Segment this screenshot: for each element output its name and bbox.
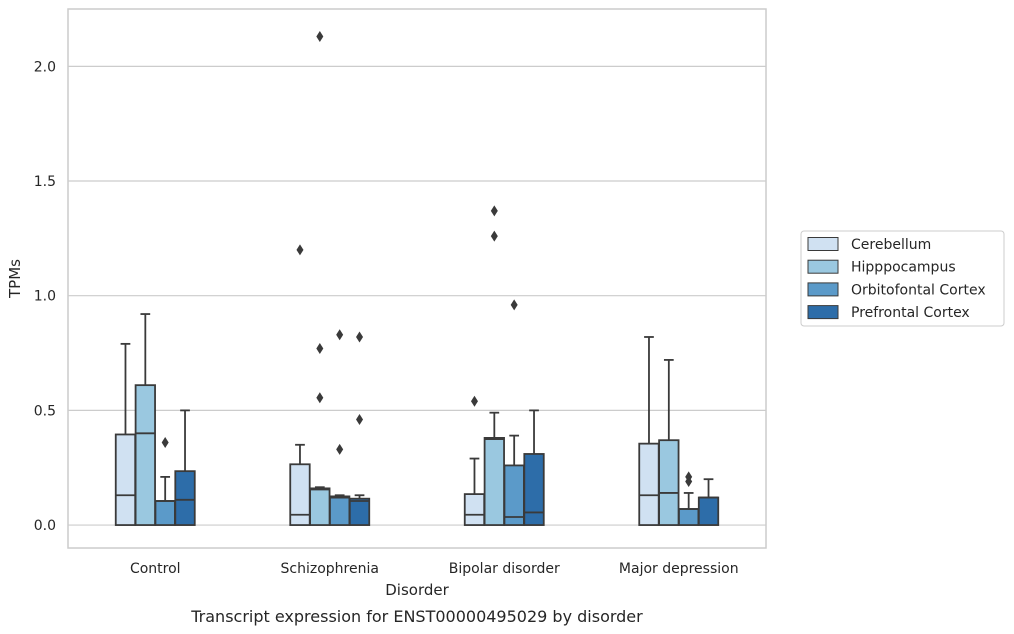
box-body <box>134 384 156 526</box>
y-tick-label: 0.0 <box>34 518 56 534</box>
outlier-point <box>316 31 324 43</box>
box-prefrontal-cortex-2 <box>523 409 545 526</box>
y-tick-label: 1.0 <box>34 289 56 305</box>
box-body <box>174 470 196 526</box>
box-orbitofontal-cortex-3 <box>678 471 700 526</box>
box-body <box>483 437 505 526</box>
x-tick-label: Schizophrenia <box>281 561 379 577</box>
box-hipppocampus-1 <box>309 31 331 526</box>
outlier-point <box>356 331 364 343</box>
box-cerebellum-1 <box>289 244 311 526</box>
y-tick-label: 0.5 <box>34 403 56 419</box>
box-body <box>523 453 545 526</box>
box-body <box>289 463 311 526</box>
box-body <box>503 464 525 526</box>
outlier-point <box>296 244 304 256</box>
outlier-point <box>316 392 324 404</box>
box-hipppocampus-2 <box>483 205 505 526</box>
outlier-point <box>490 205 498 217</box>
box-hipppocampus-0 <box>134 313 156 526</box>
y-axis-ticks: 0.0 0.5 1.0 1.5 2.0 <box>34 59 56 534</box>
legend-label: Orbitofontal Cortex <box>851 282 986 298</box>
outlier-point <box>685 475 693 487</box>
box-body <box>329 495 351 526</box>
y-axis-label: TPMs <box>6 259 24 299</box>
x-tick-label: Control <box>130 561 181 577</box>
box-body <box>463 493 486 526</box>
box-orbitofontal-cortex-1 <box>329 329 351 526</box>
outlier-point <box>161 436 169 448</box>
outlier-point <box>336 329 344 341</box>
x-axis-ticks: Control Schizophrenia Bipolar disorder Majo… <box>130 561 739 577</box>
box-body <box>154 500 176 526</box>
legend-swatch-hipppocampus <box>807 259 839 274</box>
outlier-point <box>470 395 478 407</box>
outlier-point <box>490 230 498 242</box>
box-body <box>309 487 331 526</box>
x-tick-label: Major depression <box>619 561 739 577</box>
x-axis-label: Disorder <box>385 581 449 599</box>
legend: Cerebellum Hipppocampus Orbitofontal Corte… <box>800 230 1005 327</box>
outlier-point <box>510 299 518 311</box>
legend-label: Hipppocampus <box>851 260 956 276</box>
box-body <box>678 508 700 526</box>
box-cerebellum-2 <box>463 395 486 526</box>
box-prefrontal-cortex-1 <box>348 331 371 526</box>
box-prefrontal-cortex-3 <box>697 478 720 526</box>
legend-label: Prefrontal Cortex <box>851 305 970 321</box>
box-body <box>658 439 680 526</box>
outlier-point <box>356 414 364 426</box>
box-orbitofontal-cortex-2 <box>503 299 525 526</box>
y-tick-label: 1.5 <box>34 174 56 190</box>
chart-caption: Transcript expression for ENST0000049502… <box>190 607 643 626</box>
legend-label: Cerebellum <box>851 237 931 253</box>
box-prefrontal-cortex-0 <box>174 409 196 526</box>
box-cerebellum-3 <box>638 336 660 526</box>
box-body <box>638 442 660 526</box>
box-cerebellum-0 <box>114 342 137 526</box>
outlier-point <box>316 342 324 354</box>
legend-swatch-prefrontal-cortex <box>807 305 839 320</box>
box-body <box>114 433 137 526</box>
legend-frame <box>800 230 1005 327</box>
legend-swatch-cerebellum <box>807 237 839 251</box>
x-tick-label: Bipolar disorder <box>449 561 560 577</box>
box-body <box>697 496 720 526</box>
legend-swatch-orbitofontal-cortex <box>807 282 839 297</box>
plot-area-frame <box>67 8 767 549</box>
y-tick-label: 2.0 <box>34 59 56 75</box>
outlier-point <box>336 443 344 455</box>
boxes <box>114 31 720 526</box>
box-body <box>348 497 371 526</box>
box-hipppocampus-3 <box>658 359 680 526</box>
box-orbitofontal-cortex-0 <box>154 436 176 526</box>
legend-items: Cerebellum Hipppocampus Orbitofontal Corte… <box>807 237 986 321</box>
